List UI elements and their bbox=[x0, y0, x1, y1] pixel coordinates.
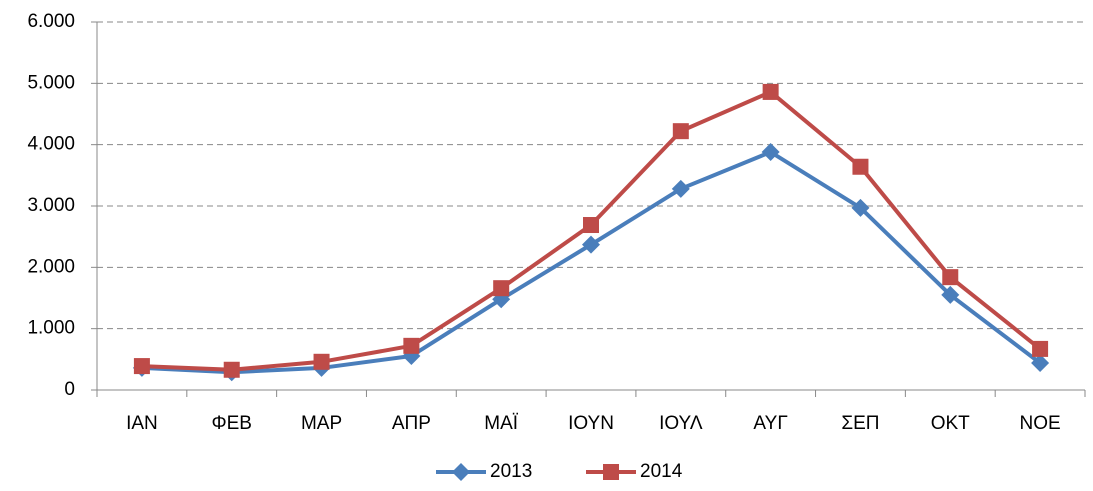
data-point bbox=[1032, 340, 1049, 357]
y-tick-label: 6.000 bbox=[27, 11, 75, 32]
y-tick-label: 0 bbox=[64, 379, 75, 400]
x-tick-label: ΜΑΪ bbox=[484, 413, 519, 434]
legend-marker bbox=[603, 464, 619, 480]
y-tick-label: 1.000 bbox=[27, 318, 75, 339]
y-tick-label: 3.000 bbox=[27, 195, 75, 216]
data-point bbox=[851, 198, 870, 217]
y-tick-label: 5.000 bbox=[27, 72, 75, 93]
x-tick-label: ΟΚΤ bbox=[931, 413, 970, 434]
y-tick-label: 4.000 bbox=[27, 134, 75, 155]
data-point bbox=[493, 280, 510, 297]
x-tick-label: ΑΥΓ bbox=[753, 413, 787, 434]
legend-label: 2013 bbox=[490, 461, 532, 482]
x-tick-label: ΙΟΥΝ bbox=[568, 413, 614, 434]
legend-label: 2014 bbox=[640, 461, 683, 482]
data-point bbox=[223, 361, 240, 378]
x-tick-label: ΜΑΡ bbox=[301, 413, 342, 434]
series-line bbox=[141, 150, 1042, 375]
data-point bbox=[1031, 354, 1050, 373]
data-point bbox=[671, 179, 690, 198]
data-point bbox=[941, 285, 960, 304]
data-point bbox=[852, 158, 869, 175]
data-point bbox=[403, 337, 420, 354]
data-point bbox=[672, 123, 689, 140]
data-point bbox=[583, 217, 599, 234]
data-point bbox=[762, 83, 779, 100]
data-point bbox=[942, 269, 959, 286]
x-tick-label: ΙΟΥΛ bbox=[659, 413, 703, 434]
data-point bbox=[582, 235, 600, 254]
x-tick-label: ΝΟΕ bbox=[1019, 413, 1060, 434]
data-point bbox=[313, 353, 330, 370]
data-point bbox=[761, 143, 780, 162]
x-tick-label: ΙΑΝ bbox=[126, 413, 158, 434]
x-tick-label: ΑΠΡ bbox=[392, 413, 431, 434]
x-tick-label: ΦΕΒ bbox=[211, 413, 252, 434]
x-tick-label: ΣΕΠ bbox=[841, 413, 879, 434]
data-point bbox=[133, 358, 150, 375]
y-tick-label: 2.000 bbox=[27, 256, 75, 277]
legend-marker bbox=[452, 463, 470, 481]
